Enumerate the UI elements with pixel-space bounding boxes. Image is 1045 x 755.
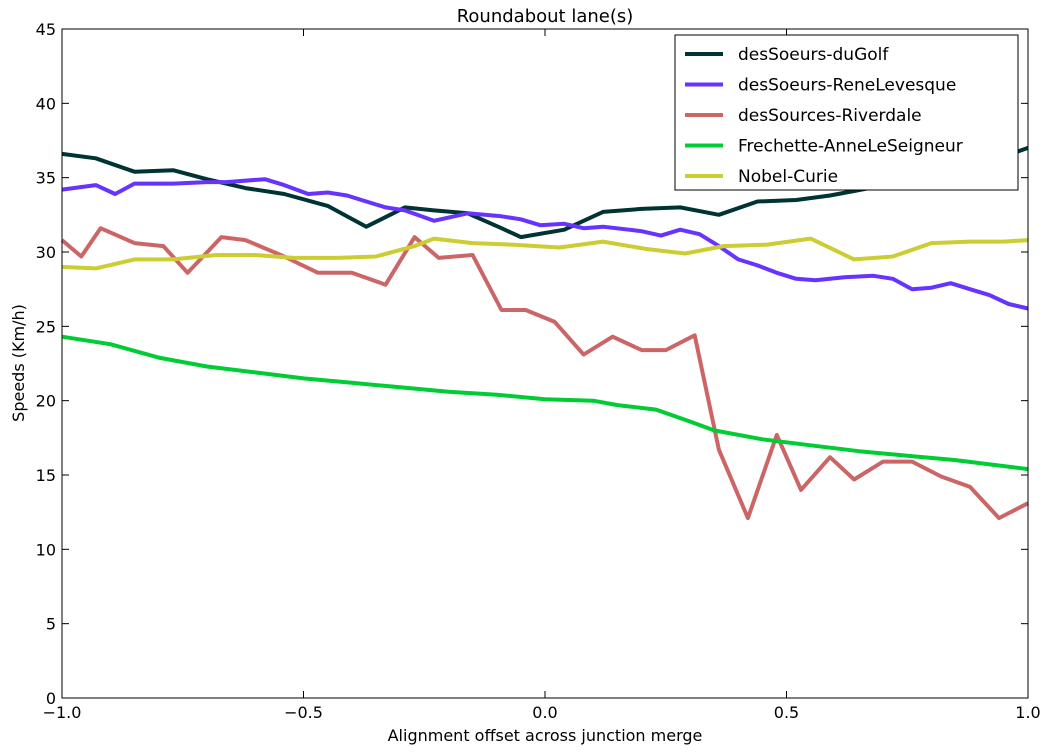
series-line-3 xyxy=(60,226,1029,521)
y-tick-label: 40 xyxy=(36,94,56,113)
legend: desSoeurs-duGolf desSoeurs-ReneLevesque de… xyxy=(674,34,1019,191)
y-tick-label: 5 xyxy=(46,615,56,634)
y-tick-label: 35 xyxy=(36,169,56,188)
y-tick-label: 0 xyxy=(46,689,56,708)
series-line-2 xyxy=(61,177,1029,311)
legend-label: desSources-Riverdale xyxy=(738,106,922,126)
x-tick-label: −1.0 xyxy=(43,703,82,722)
y-axis-label: Speeds (Km/h) xyxy=(9,304,28,422)
y-tick-label: 10 xyxy=(36,540,56,559)
legend-label: Frechette-AnneLeSeigneur xyxy=(738,137,963,157)
x-tick-label: 0.0 xyxy=(532,703,557,722)
legend-label: Nobel-Curie xyxy=(738,167,838,187)
y-tick-label: 25 xyxy=(36,317,56,336)
x-axis-label: Alignment offset across junction merge xyxy=(388,726,703,745)
x-tick-label: −0.5 xyxy=(284,703,323,722)
y-tick-label: 30 xyxy=(36,243,56,262)
series-line-4 xyxy=(61,334,1029,472)
legend-box xyxy=(674,34,1019,191)
axis-ticks: −1.0 −0.5 0.0 0.5 1.0 0 5 10 15 20 25 30 35 40 45 xyxy=(36,20,1041,722)
legend-label: desSoeurs-duGolf xyxy=(738,45,889,65)
series-line-5 xyxy=(61,236,1029,271)
x-tick-label: 0.5 xyxy=(774,703,799,722)
x-tick-label: 1.0 xyxy=(1015,703,1040,722)
legend-label: desSoeurs-ReneLevesque xyxy=(738,76,956,96)
y-tick-label: 15 xyxy=(36,466,56,485)
chart-title: Roundabout lane(s) xyxy=(457,6,634,27)
y-tick-label: 45 xyxy=(36,20,56,39)
y-tick-label: 20 xyxy=(36,392,56,411)
